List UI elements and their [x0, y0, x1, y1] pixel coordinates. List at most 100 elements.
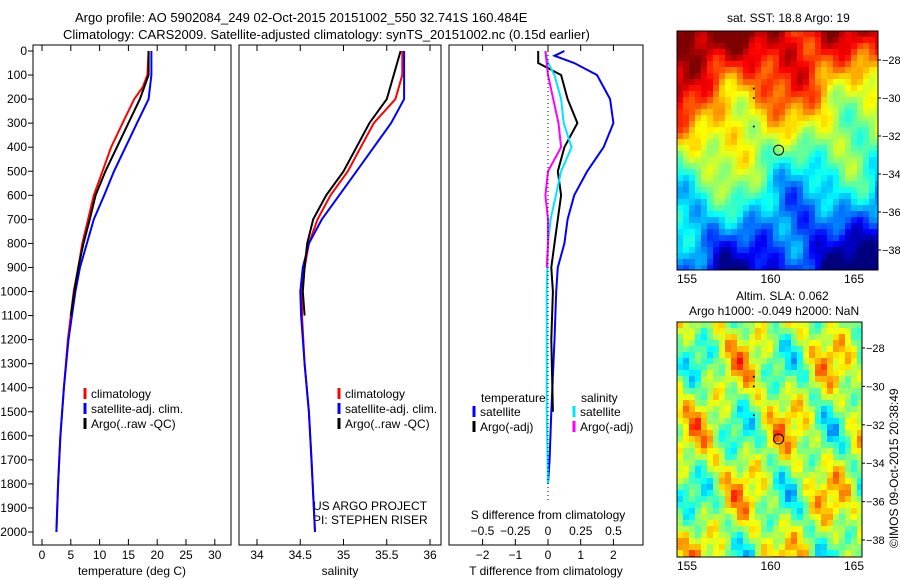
map-cell	[821, 253, 827, 259]
map-cell	[875, 55, 878, 61]
map-cell	[803, 85, 809, 91]
map-cell	[845, 127, 851, 133]
map-cell	[695, 247, 701, 253]
map-cell	[713, 127, 719, 133]
map-cell	[791, 97, 797, 103]
map-cell	[851, 265, 857, 270]
map-cell	[791, 217, 797, 223]
map-cell	[791, 340, 797, 346]
map-cell	[761, 229, 767, 235]
map-cell	[761, 241, 767, 247]
map-cell	[851, 382, 857, 388]
map-lon-label: 155	[677, 559, 697, 573]
map-cell	[845, 61, 851, 67]
map-cell	[785, 55, 791, 61]
map-cell	[797, 55, 803, 61]
map-cell	[845, 265, 851, 270]
map-cell	[731, 370, 737, 376]
map-cell	[719, 508, 725, 514]
map-cell	[851, 181, 857, 187]
map-cell	[827, 235, 833, 241]
map-cell	[815, 490, 821, 496]
map-cell	[815, 211, 821, 217]
map-cell	[701, 328, 707, 334]
map-cell	[797, 211, 803, 217]
map-cell	[803, 340, 809, 346]
map-cell	[689, 424, 695, 430]
map-cell	[677, 460, 683, 466]
map-cell	[719, 328, 725, 334]
map-cell	[773, 532, 779, 538]
map-cell	[737, 448, 743, 454]
map-cell	[677, 436, 683, 442]
map-cell	[845, 442, 851, 448]
map-cell	[875, 193, 878, 199]
map-cell	[851, 520, 857, 526]
map-cell	[689, 235, 695, 241]
map-cell	[791, 460, 797, 466]
map-cell	[719, 109, 725, 115]
map-cell	[803, 514, 809, 520]
map-cell	[851, 484, 857, 490]
map-cell	[791, 91, 797, 97]
map-cell	[815, 472, 821, 478]
map-cell	[815, 424, 821, 430]
map-cell	[761, 382, 767, 388]
map-cell	[833, 223, 839, 229]
map-cell	[797, 133, 803, 139]
map-cell	[791, 526, 797, 532]
map-cell	[755, 43, 761, 49]
map-cell	[677, 478, 683, 484]
map-cell	[809, 241, 815, 247]
map-cell	[719, 478, 725, 484]
map-cell	[821, 364, 827, 370]
map-cell	[677, 472, 683, 478]
map-cell	[827, 103, 833, 109]
map-cell	[737, 265, 743, 270]
map-cell	[797, 205, 803, 211]
map-cell	[845, 169, 851, 175]
track-point	[752, 97, 755, 99]
map-cell	[677, 466, 683, 472]
map-cell	[785, 394, 791, 400]
map-cell	[713, 157, 719, 163]
watermark: ©IMOS 09-Oct-2015 20:38:49	[887, 388, 900, 548]
map-cell	[731, 484, 737, 490]
map-cell	[695, 103, 701, 109]
map-cell	[737, 358, 743, 364]
map-cell	[707, 181, 713, 187]
map-cell	[683, 217, 689, 223]
map-cell	[875, 79, 878, 85]
map-cell	[869, 157, 875, 163]
map-cell	[695, 169, 701, 175]
map-cell	[749, 376, 755, 382]
map-cell	[833, 424, 839, 430]
map-cell	[827, 181, 833, 187]
map-cell	[791, 430, 797, 436]
map-cell	[755, 388, 761, 394]
map-cell	[803, 115, 809, 121]
map-cell	[869, 217, 875, 223]
map-cell	[683, 229, 689, 235]
map-cell	[821, 121, 827, 127]
map-cell	[851, 508, 857, 514]
map-cell	[707, 334, 713, 340]
map-cell	[869, 253, 875, 259]
map-cell	[797, 478, 803, 484]
map-cell	[833, 514, 839, 520]
map-cell	[677, 484, 683, 490]
map-cell	[791, 490, 797, 496]
map-cell	[821, 211, 827, 217]
map-cell	[773, 406, 779, 412]
map-cell	[791, 193, 797, 199]
map-cell	[797, 157, 803, 163]
map-cell	[701, 235, 707, 241]
map-cell	[719, 259, 725, 265]
plot-frame-0	[32, 44, 232, 546]
map-cell	[863, 205, 869, 211]
map-cell	[821, 229, 827, 235]
map-cell	[713, 412, 719, 418]
map-cell	[791, 109, 797, 115]
map-cell	[683, 73, 689, 79]
map-cell	[731, 382, 737, 388]
